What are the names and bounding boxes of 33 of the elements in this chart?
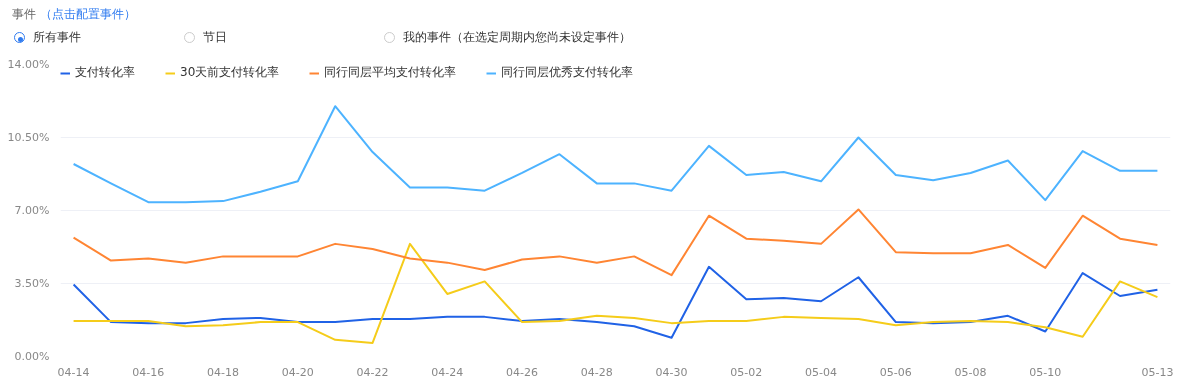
line-series — [72, 105, 1159, 204]
legend-label: 支付转化率 — [75, 64, 135, 81]
x-tick-label: 04-26 — [506, 365, 539, 379]
x-tick-label: 05-08 — [954, 365, 987, 379]
x-tick-label: 04-18 — [207, 365, 240, 379]
text: 所有事件 — [32, 29, 82, 47]
x-tick-label: 05-13 — [1141, 365, 1174, 379]
y-tick-label: 14.00% — [7, 58, 50, 71]
y-tick-label: 7.00% — [14, 204, 50, 217]
legend-label: 30天前支付转化率 — [180, 64, 280, 81]
line-series — [72, 242, 1159, 344]
x-tick-label: 04-20 — [281, 365, 314, 379]
legend-label: 同行同层优秀支付转化率 — [501, 64, 634, 81]
x-tick-label: 05-06 — [879, 365, 912, 379]
x-tick-label: 04-16 — [132, 365, 165, 379]
x-tick-label: 04-28 — [580, 365, 613, 379]
text: 节日 — [202, 29, 228, 47]
text: 我的事件（在选定周期内您尚未设定事件） — [402, 30, 631, 45]
y-tick-label: 3.50% — [14, 277, 50, 290]
text: （点击配置事件） — [39, 7, 136, 21]
x-tick-label: 04-22 — [356, 365, 389, 379]
line-series — [72, 208, 1159, 277]
x-tick-label: 04-30 — [655, 365, 688, 379]
y-tick-label: 0.00% — [14, 350, 50, 363]
text: 事件 — [12, 7, 36, 21]
x-tick-label: 05-10 — [1029, 365, 1062, 379]
x-tick-label: 04-14 — [57, 365, 90, 379]
x-tick-label: 05-02 — [730, 365, 763, 379]
y-tick-label: 10.50% — [7, 131, 50, 144]
x-tick-label: 04-24 — [431, 365, 464, 379]
legend-label: 同行同层平均支付转化率 — [324, 64, 457, 81]
line-series — [72, 265, 1159, 339]
x-tick-label: 05-04 — [805, 365, 838, 379]
